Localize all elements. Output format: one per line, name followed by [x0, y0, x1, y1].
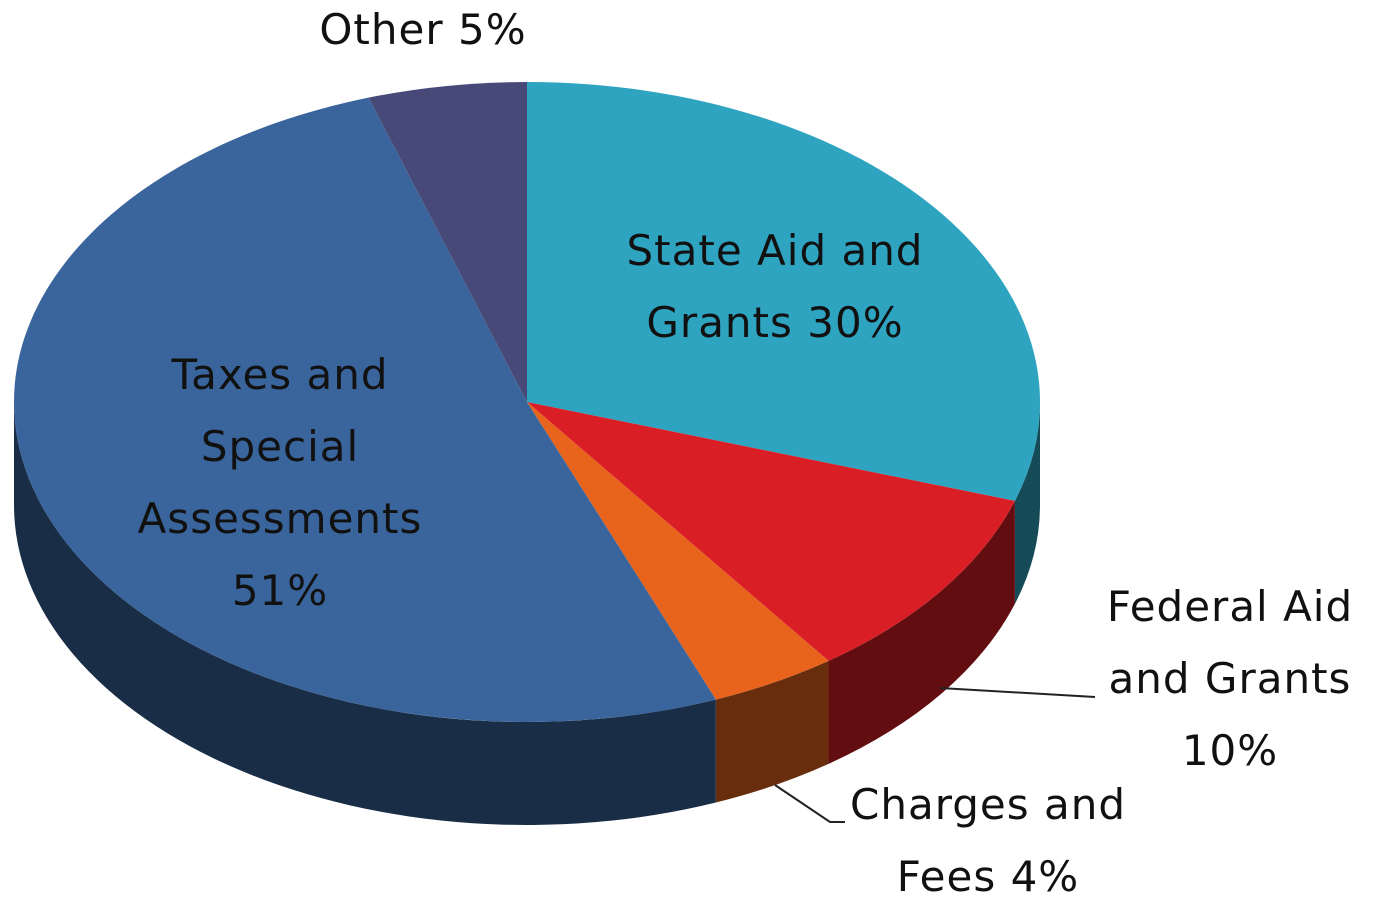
slice-side — [14, 402, 716, 826]
leader-line — [774, 784, 845, 823]
category-name: State Aid and Grants — [626, 226, 924, 347]
value-label: 4% — [1010, 852, 1080, 899]
slice-label-text: Charges and Fees 4% — [828, 769, 1148, 899]
slice-label: Other 5% — [223, 0, 623, 66]
slice — [368, 82, 527, 402]
value-label: 5% — [457, 5, 527, 54]
slice-label: Federal Aid and Grants 10% — [1085, 571, 1375, 787]
slice — [14, 97, 716, 722]
slice-label-text: Federal Aid and Grants 10% — [1085, 571, 1375, 787]
value-label: 10% — [1181, 726, 1279, 775]
category-name: Federal Aid and Grants — [1106, 582, 1354, 703]
leader-line — [939, 687, 1096, 698]
slice-label: Charges and Fees 4% — [828, 769, 1148, 899]
slice-label: State Aid and Grants 30% — [600, 215, 950, 359]
slice-side — [828, 500, 1015, 764]
slice-label-text: State Aid and Grants 30% — [600, 215, 950, 359]
slice-label-text: Other 5% — [223, 0, 623, 66]
slice-side — [1014, 402, 1040, 604]
pie-tops — [14, 82, 1040, 722]
slice-label: Taxes and Special Assessments 51% — [120, 339, 440, 627]
slice — [527, 402, 1015, 661]
slice-label-text: Taxes and Special Assessments 51% — [120, 339, 440, 627]
slice-side — [715, 660, 829, 803]
category-name: Charges and Fees — [850, 780, 1126, 899]
category-name: Taxes and Special Assessments — [137, 350, 423, 543]
slice — [527, 82, 1040, 501]
labels: State Aid and Grants 30% Federal Aid and … — [120, 0, 1375, 899]
pie-sides — [14, 402, 1040, 826]
slice — [527, 402, 829, 700]
value-label: 51% — [231, 566, 329, 615]
category-name: Other — [319, 5, 444, 54]
value-label: 30% — [807, 298, 904, 347]
